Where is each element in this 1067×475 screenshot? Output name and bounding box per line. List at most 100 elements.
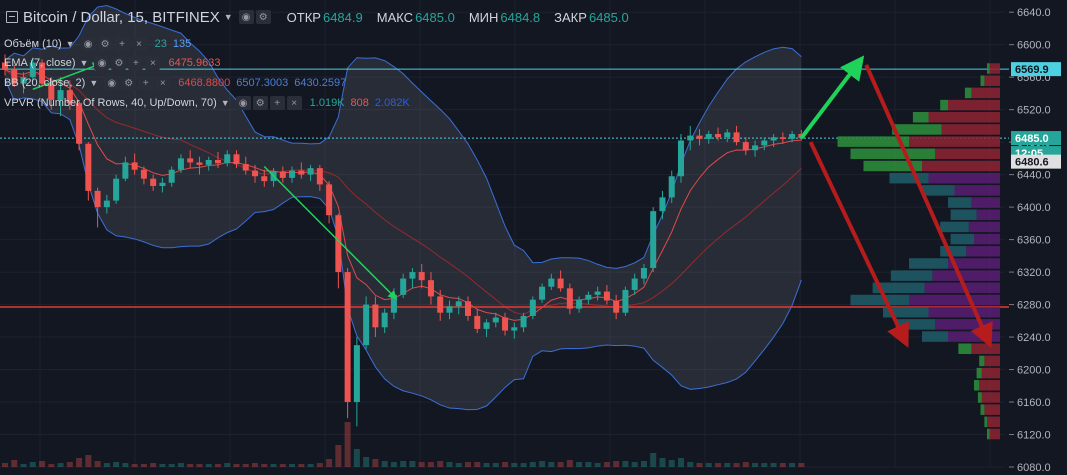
volume-bar: [779, 463, 786, 467]
dropdown-caret-icon[interactable]: ▼: [223, 12, 233, 22]
candle-body: [224, 154, 231, 164]
volume-bar: [585, 462, 592, 467]
vpvr-up-bar: [948, 197, 972, 208]
gear-icon[interactable]: ⚙: [252, 96, 268, 110]
candle-body: [363, 304, 370, 346]
candle-body: [39, 62, 46, 84]
symbol-title[interactable]: Bitcoin / Dollar, 15, BITFINEX: [23, 8, 220, 26]
eye-icon[interactable]: ◉: [238, 10, 254, 24]
eye-icon[interactable]: ◉: [94, 56, 110, 70]
candle-body: [353, 345, 360, 403]
volume-bar: [613, 461, 620, 467]
volume-bar: [566, 460, 573, 467]
vpvr-up-bar: [912, 112, 929, 123]
volume-bar: [446, 462, 453, 467]
candle-body: [140, 169, 147, 179]
close-icon[interactable]: ×: [131, 37, 147, 51]
vpvr-up-bar: [976, 367, 982, 379]
ema-name[interactable]: EMA (7, close): [4, 57, 76, 69]
candle-body: [789, 134, 796, 139]
price-label: 6485.0: [1015, 133, 1049, 145]
symbol-row: Bitcoin / Dollar, 15, BITFINEX ▼ ◉ ⚙ ОТК…: [6, 8, 629, 26]
volume-bar: [400, 461, 407, 467]
red-arrow-annotation: [808, 141, 909, 348]
candle-body: [252, 170, 259, 177]
volume-bar: [94, 461, 101, 467]
plus-icon[interactable]: +: [128, 56, 144, 70]
volume-bar: [483, 463, 490, 467]
candle-body: [307, 168, 314, 175]
volume-bar: [168, 464, 175, 467]
candle-body: [742, 142, 749, 151]
plus-icon[interactable]: +: [269, 96, 285, 110]
candle-body: [465, 301, 471, 316]
dropdown-caret-icon[interactable]: ▼: [79, 58, 89, 68]
volume-bar: [409, 461, 416, 467]
vpvr-up-bar: [890, 270, 933, 281]
close-icon[interactable]: ×: [155, 76, 171, 90]
vpvr-legend: VPVR (Number Of Rows, 40, Up/Down, 70) ▼…: [4, 94, 410, 112]
candle-body: [48, 83, 55, 100]
candle-body: [400, 278, 407, 295]
close-icon[interactable]: ×: [286, 96, 302, 110]
y-axis-tick-label: 6440.0: [1017, 170, 1051, 182]
candle-body: [687, 135, 694, 141]
gear-icon[interactable]: ⚙: [255, 10, 271, 24]
dropdown-caret-icon[interactable]: ▼: [65, 39, 75, 49]
volume-bar: [76, 458, 83, 467]
candle-body: [168, 169, 175, 183]
candle-body: [483, 322, 490, 329]
close-icon[interactable]: ×: [145, 56, 161, 70]
volume-bar: [39, 461, 46, 467]
volume-bar: [465, 462, 471, 467]
ema-legend: EMA (7, close) ▼ ◉ ⚙ + × 6475.9633: [4, 54, 220, 72]
volume-bar: [502, 462, 509, 467]
volume-bar: [205, 464, 212, 467]
vpvr-down-bar: [909, 294, 1000, 306]
candle-body: [335, 215, 342, 273]
vpvr-up-bar: [922, 185, 955, 196]
plus-icon[interactable]: +: [138, 76, 154, 90]
candle-body: [159, 182, 166, 186]
dropdown-caret-icon[interactable]: ▼: [220, 98, 230, 108]
candle-body: [205, 159, 212, 165]
gear-icon[interactable]: ⚙: [97, 37, 113, 51]
collapse-icon[interactable]: [6, 11, 18, 23]
candle-body: [733, 132, 740, 143]
eye-icon[interactable]: ◉: [235, 96, 251, 110]
gear-icon[interactable]: ⚙: [121, 76, 137, 90]
volume-bar: [381, 461, 388, 467]
vpvr-down-bar: [984, 75, 1000, 86]
bb-name[interactable]: BB (20, close, 2): [4, 77, 86, 89]
candle-body: [631, 278, 638, 290]
candle-body: [492, 317, 499, 323]
plus-icon[interactable]: +: [114, 37, 130, 51]
vpvr-up-bar: [872, 282, 925, 294]
vpvr-name[interactable]: VPVR (Number Of Rows, 40, Up/Down, 70): [4, 97, 217, 109]
volume-bar: [511, 463, 518, 467]
volume-bar: [733, 463, 740, 467]
vpvr-down-bar: [928, 172, 1000, 184]
eye-icon[interactable]: ◉: [104, 76, 120, 90]
volume-bar: [252, 463, 259, 467]
volume-bar: [344, 422, 351, 467]
candle-body: [770, 137, 777, 141]
dropdown-caret-icon[interactable]: ▼: [89, 78, 99, 88]
volume-bar: [724, 463, 731, 467]
volume-bar: [261, 464, 268, 467]
volume-name[interactable]: Объём (10): [4, 38, 62, 50]
vpvr-up-bar: [974, 380, 980, 391]
gear-icon[interactable]: ⚙: [111, 56, 127, 70]
candle-body: [85, 143, 92, 191]
candle-body: [474, 315, 481, 329]
eye-icon[interactable]: ◉: [80, 37, 96, 51]
vpvr-down-bar: [989, 428, 1000, 440]
candle-body: [187, 158, 194, 163]
candle-body: [705, 134, 712, 139]
vpvr-down-bar: [979, 380, 1000, 391]
vpvr-down-bar: [976, 209, 1000, 220]
vpvr-down-bar: [924, 282, 1000, 294]
volume-bar: [752, 463, 759, 467]
